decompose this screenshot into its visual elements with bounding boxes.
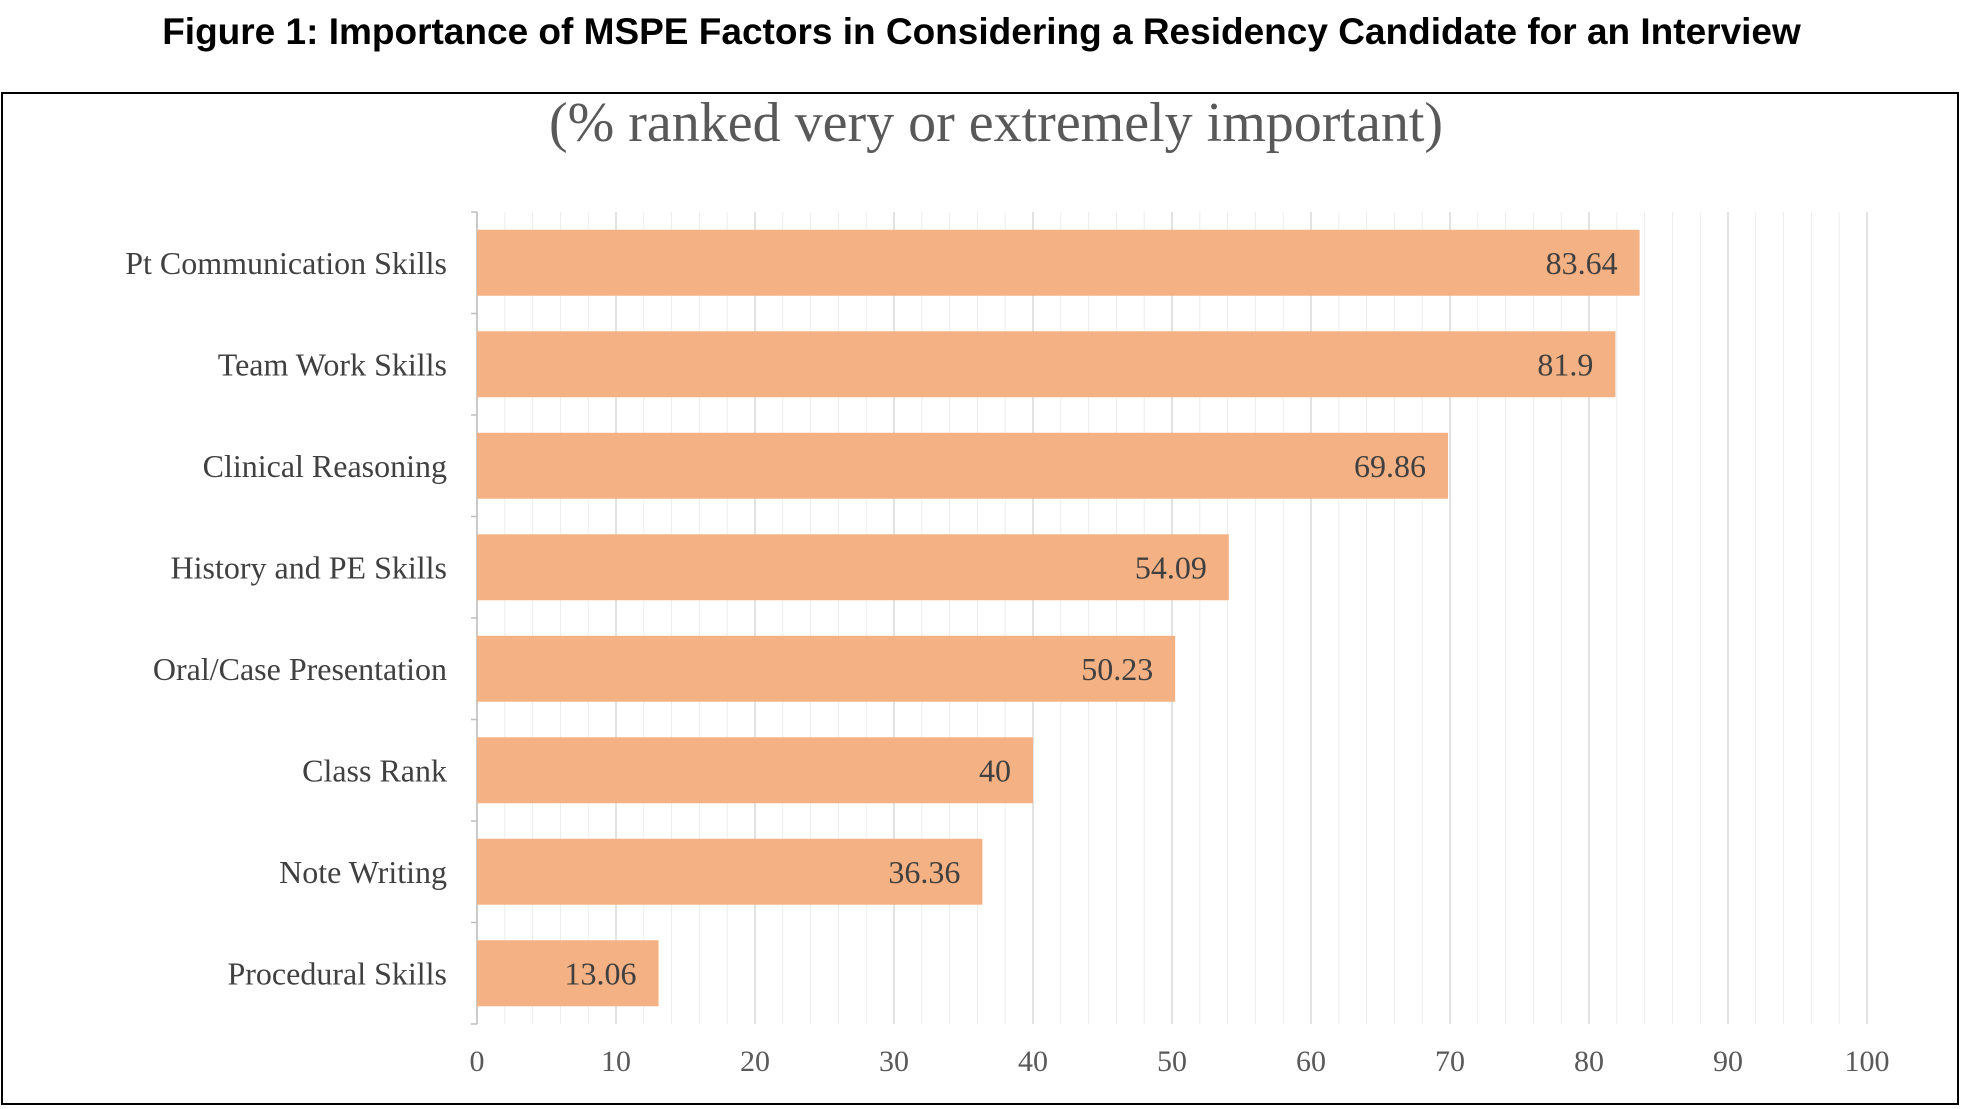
bar	[477, 432, 1449, 499]
bars	[477, 229, 1640, 1007]
data-label: 13.06	[565, 955, 637, 991]
category-label: Oral/Case Presentation	[153, 651, 447, 687]
category-axis	[471, 211, 478, 1025]
category-label: Team Work Skills	[218, 346, 447, 382]
figure-title: Figure 1: Importance of MSPE Factors in …	[162, 11, 1801, 52]
category-label: Note Writing	[279, 854, 447, 890]
x-tick-label: 20	[740, 1045, 770, 1078]
data-label: 69.86	[1354, 448, 1426, 484]
data-label: 83.64	[1546, 245, 1618, 281]
x-tick-label: 70	[1435, 1045, 1465, 1078]
category-label: Clinical Reasoning	[203, 448, 447, 484]
bar	[477, 940, 659, 1007]
bar	[477, 534, 1229, 601]
category-label: Class Rank	[302, 752, 447, 788]
bar	[477, 737, 1033, 804]
x-tick-label: 90	[1713, 1045, 1743, 1078]
x-tick-label: 40	[1018, 1045, 1048, 1078]
x-tick-label: 60	[1296, 1045, 1326, 1078]
data-label: 50.23	[1081, 651, 1153, 687]
bar	[477, 838, 983, 905]
x-tick-label: 100	[1845, 1045, 1890, 1078]
x-tick-label: 10	[601, 1045, 631, 1078]
bar-chart: (% ranked very or extremely important) 8…	[125, 94, 1890, 1078]
chart-frame: (% ranked very or extremely important) 8…	[1, 92, 1959, 1105]
data-label: 81.9	[1537, 346, 1593, 382]
x-tick-label: 30	[879, 1045, 909, 1078]
chart-title: (% ranked very or extremely important)	[549, 94, 1443, 154]
category-label: Pt Communication Skills	[125, 245, 447, 281]
bar	[477, 229, 1640, 296]
category-label: History and PE Skills	[171, 549, 447, 585]
category-labels: Pt Communication Skills Team Work Skills C…	[125, 245, 447, 992]
x-tick-label: 0	[470, 1045, 485, 1078]
data-label: 36.36	[888, 854, 960, 890]
x-tick-label: 50	[1157, 1045, 1187, 1078]
data-label: 54.09	[1135, 549, 1207, 585]
data-label: 40	[979, 752, 1011, 788]
x-tick-labels: 0 10 20 30 40 50 60 70 80 90 100	[470, 1045, 1890, 1078]
category-label: Procedural Skills	[227, 955, 447, 991]
bar	[477, 331, 1616, 398]
data-labels: 83.64 81.9 69.86 54.09 50.23 40 36.36 13.06	[565, 245, 1618, 992]
x-tick-label: 80	[1574, 1045, 1604, 1078]
bar	[477, 635, 1176, 702]
